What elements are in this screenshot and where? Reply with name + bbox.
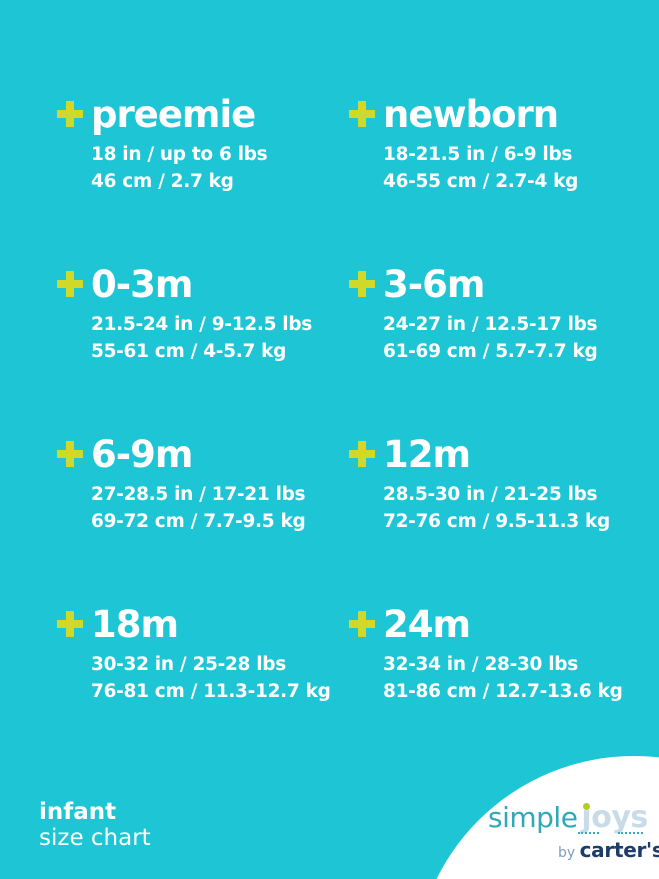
plus-icon <box>57 611 83 637</box>
logo-joys-text: ȷoys <box>581 800 648 835</box>
size-imperial: 18 in / up to 6 lbs <box>91 144 268 165</box>
size-label: newborn <box>383 92 559 136</box>
logo-simple-text: simple <box>488 801 578 834</box>
footer-category: infant <box>39 799 117 825</box>
size-imperial: 21.5-24 in / 9-12.5 lbs <box>91 314 312 335</box>
size-entry-newborn: newborn 18-21.5 in / 6-9 lbs 46-55 cm / … <box>349 93 644 195</box>
plus-icon <box>349 101 375 127</box>
size-entry-6-9m: 6-9m 27-28.5 in / 17-21 lbs 69-72 cm / 7… <box>57 433 352 535</box>
size-imperial: 32-34 in / 28-30 lbs <box>383 654 578 675</box>
size-metric: 46 cm / 2.7 kg <box>91 171 234 192</box>
logo-by-text: by <box>558 845 580 861</box>
size-label: 24m <box>383 602 471 646</box>
size-imperial: 24-27 in / 12.5-17 lbs <box>383 314 598 335</box>
plus-icon <box>57 441 83 467</box>
size-metric: 55-61 cm / 4-5.7 kg <box>91 341 287 362</box>
size-heading: 18m <box>57 602 352 646</box>
size-entry-preemie: preemie 18 in / up to 6 lbs 46 cm / 2.7 … <box>57 93 352 195</box>
dotted-underline-icon <box>578 832 599 834</box>
size-imperial: 27-28.5 in / 17-21 lbs <box>91 484 306 505</box>
size-metric: 72-76 cm / 9.5-11.3 kg <box>383 511 610 532</box>
footer-title: size chart <box>39 825 151 851</box>
plus-icon <box>349 611 375 637</box>
size-heading: newborn <box>349 92 644 136</box>
size-metric: 61-69 cm / 5.7-7.7 kg <box>383 341 598 362</box>
logo-joys-wrap: ȷoys <box>581 800 648 835</box>
dotted-underline-icon <box>618 832 643 834</box>
size-metric: 81-86 cm / 12.7-13.6 kg <box>383 681 623 702</box>
brand-logo: simple ȷoys <box>488 800 648 835</box>
plus-icon <box>57 271 83 297</box>
size-label: 3-6m <box>383 262 485 306</box>
size-heading: 24m <box>349 602 644 646</box>
size-entry-3-6m: 3-6m 24-27 in / 12.5-17 lbs 61-69 cm / 5… <box>349 263 644 365</box>
plus-icon <box>349 441 375 467</box>
size-label: 12m <box>383 432 471 476</box>
size-imperial: 30-32 in / 25-28 lbs <box>91 654 286 675</box>
size-label: preemie <box>91 92 256 136</box>
size-imperial: 28.5-30 in / 21-25 lbs <box>383 484 598 505</box>
plus-icon <box>57 101 83 127</box>
size-label: 18m <box>91 602 179 646</box>
size-imperial: 18-21.5 in / 6-9 lbs <box>383 144 573 165</box>
size-label: 6-9m <box>91 432 193 476</box>
size-metric: 76-81 cm / 11.3-12.7 kg <box>91 681 331 702</box>
size-heading: 6-9m <box>57 432 352 476</box>
size-entry-12m: 12m 28.5-30 in / 21-25 lbs 72-76 cm / 9.… <box>349 433 644 535</box>
size-entry-0-3m: 0-3m 21.5-24 in / 9-12.5 lbs 55-61 cm / … <box>57 263 352 365</box>
size-entry-18m: 18m 30-32 in / 25-28 lbs 76-81 cm / 11.3… <box>57 603 352 705</box>
plus-icon <box>349 271 375 297</box>
size-heading: 3-6m <box>349 262 644 306</box>
size-heading: preemie <box>57 92 352 136</box>
lime-dot-icon <box>583 803 591 810</box>
brand-byline: by carter's™ <box>558 838 659 862</box>
size-heading: 12m <box>349 432 644 476</box>
size-metric: 46-55 cm / 2.7-4 kg <box>383 171 579 192</box>
footer: infant size chart <box>39 799 151 851</box>
size-entry-24m: 24m 32-34 in / 28-30 lbs 81-86 cm / 12.7… <box>349 603 644 705</box>
size-heading: 0-3m <box>57 262 352 306</box>
size-metric: 69-72 cm / 7.7-9.5 kg <box>91 511 306 532</box>
logo-carters-text: carter's <box>579 838 659 862</box>
size-label: 0-3m <box>91 262 193 306</box>
